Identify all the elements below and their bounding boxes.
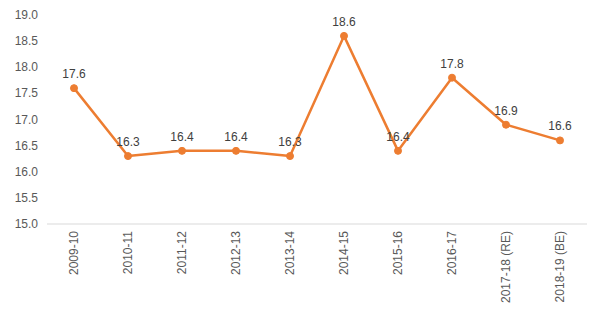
data-label: 18.6 <box>332 15 356 29</box>
tick-mark <box>44 119 47 120</box>
x-tick-label: 2018-19 (BE) <box>553 231 567 302</box>
x-tick-label: 2017-18 (RE) <box>499 231 513 303</box>
marker <box>341 32 348 39</box>
tick-mark <box>44 171 47 172</box>
background <box>0 0 596 319</box>
x-tick-label: 2015-16 <box>391 231 405 275</box>
data-label: 17.8 <box>440 57 464 71</box>
tick-mark <box>44 145 47 146</box>
y-tick-label: 17.0 <box>15 113 39 127</box>
marker <box>449 74 456 81</box>
x-tick-label: 2009-10 <box>67 231 81 275</box>
line <box>74 36 560 156</box>
data-label: 17.6 <box>62 67 86 81</box>
y-tick-label: 19.0 <box>15 8 39 22</box>
x-tick-label: 2011-12 <box>175 231 189 274</box>
data-label: 16.4 <box>386 130 410 144</box>
marker <box>287 153 294 160</box>
marker <box>503 121 510 128</box>
data-label: 16.4 <box>224 130 248 144</box>
data-label: 16.6 <box>548 119 572 133</box>
tick-mark <box>44 93 47 94</box>
y-tick-label: 15.5 <box>15 191 39 205</box>
data-label: 16.4 <box>170 130 194 144</box>
chart: 15.0 15.5 16.0 16.5 17.0 17.5 18.0 18.5 19.0 2009… <box>0 0 596 319</box>
marker <box>179 147 186 154</box>
data-label: 16.9 <box>494 104 518 118</box>
marker <box>557 137 564 144</box>
tick-mark <box>44 224 47 225</box>
data-label: 16.3 <box>278 135 302 149</box>
y-tick-label: 16.0 <box>15 165 39 179</box>
plot-area <box>71 32 564 159</box>
data-label: 16.3 <box>116 135 140 149</box>
y-tick-label: 16.5 <box>15 139 39 153</box>
y-tick-label: 17.5 <box>15 86 39 100</box>
y-tick-label: 18.5 <box>15 34 39 48</box>
tick-mark <box>44 197 47 198</box>
x-tick-label: 2014-15 <box>337 231 351 275</box>
x-tick-label: 2012-13 <box>229 231 243 275</box>
marker <box>71 85 78 92</box>
tick-mark <box>44 15 47 16</box>
x-tick-label: 2010-11 <box>121 231 135 274</box>
marker <box>233 147 240 154</box>
x-axis-line <box>47 224 587 225</box>
tick-mark <box>44 41 47 42</box>
tick-mark <box>44 67 47 68</box>
marker <box>125 153 132 160</box>
y-tick-label: 18.0 <box>15 60 39 74</box>
x-tick-label: 2013-14 <box>283 231 297 275</box>
marker <box>395 147 402 154</box>
x-tick-label: 2016-17 <box>445 231 459 275</box>
y-tick-label: 15.0 <box>15 217 39 231</box>
